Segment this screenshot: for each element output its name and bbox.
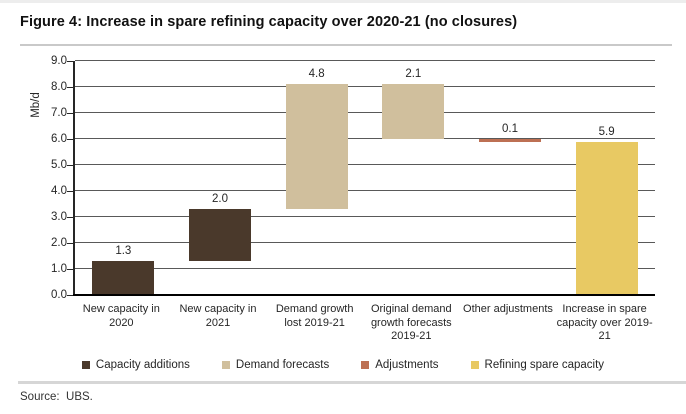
y-axis-tick xyxy=(67,164,73,166)
x-axis-category-label: New capacity in 2021 xyxy=(179,303,257,329)
y-axis-tick-label: 0.0 xyxy=(51,289,67,301)
footer-divider xyxy=(18,381,686,384)
x-axis-labels: New capacity in 2020 New capacity in 2021… xyxy=(73,303,653,344)
title-divider xyxy=(20,44,672,46)
bar-demand_forecasts xyxy=(285,84,348,210)
bar-value-label: 2.1 xyxy=(405,68,422,81)
y-axis-tick-label: 9.0 xyxy=(51,55,67,67)
bar-refining_spare_capacity xyxy=(575,141,638,295)
y-axis-tick-label: 4.0 xyxy=(51,185,67,198)
y-axis-tick xyxy=(67,112,73,114)
bar-demand_forecasts xyxy=(382,84,445,140)
x-axis-category-label: Other adjustments xyxy=(463,303,553,315)
y-axis-tick-label: 8.0 xyxy=(51,81,67,94)
gridline xyxy=(75,112,655,113)
waterfall-chart: Mb/d 0.0 1.0 2.0 3.0 4.0 5.0 6.0 7.0 8.0 9.0 1.3 2.… xyxy=(0,51,686,351)
legend-swatch-demand_forecasts xyxy=(221,361,230,369)
y-axis-tick-label: 2.0 xyxy=(51,237,67,250)
legend-item: Adjustments xyxy=(361,359,439,371)
legend-item: Capacity additions xyxy=(81,359,190,371)
bar-value-label: 5.9 xyxy=(598,125,615,138)
bar-value-label: 0.1 xyxy=(502,123,518,136)
legend-label: Adjustments xyxy=(375,359,439,371)
bar-adjustments xyxy=(479,139,541,142)
x-axis-category-label: Original demand growth forecasts 2019-21 xyxy=(370,303,452,342)
gridline xyxy=(75,60,655,61)
x-axis-category-label: Increase in spare capacity over 2019-21 xyxy=(556,303,653,342)
gridline xyxy=(75,164,655,165)
figure-title: Figure 4: Increase in spare refining cap… xyxy=(20,14,518,30)
legend-item: Refining spare capacity xyxy=(470,359,605,371)
y-axis-tick xyxy=(67,60,73,62)
plot-area: 0.0 1.0 2.0 3.0 4.0 5.0 6.0 7.0 8.0 9.0 1.3 2.0 4.8 2… xyxy=(51,55,655,301)
legend-label: Demand forecasts xyxy=(235,359,330,371)
bar-value-label: 2.0 xyxy=(212,193,228,206)
bar-value-label: 1.3 xyxy=(115,245,132,258)
y-axis-tick xyxy=(67,86,73,88)
y-axis-tick xyxy=(67,268,73,270)
x-axis-category-label: New capacity in 2020 xyxy=(82,303,160,329)
bar-capacity_additions xyxy=(92,261,155,295)
source-note: Source: UBS. xyxy=(20,391,93,403)
legend-label: Refining spare capacity xyxy=(484,359,605,371)
bar-capacity_additions xyxy=(189,209,251,262)
y-axis-tick-label: 6.0 xyxy=(51,133,67,146)
legend-swatch-capacity_additions xyxy=(81,361,90,369)
gridline xyxy=(75,242,655,243)
gridline xyxy=(75,138,655,140)
y-axis-tick xyxy=(67,294,73,296)
legend: Capacity additions Demand forecasts Adjust… xyxy=(0,359,686,371)
gridline xyxy=(75,216,655,218)
x-axis-line xyxy=(73,293,655,296)
legend-item: Demand forecasts xyxy=(221,359,330,371)
x-axis-category-label: Demand growth lost 2019-21 xyxy=(275,303,354,329)
y-axis-tick-label: 5.0 xyxy=(51,159,67,171)
y-axis-tick xyxy=(67,216,73,218)
y-axis-tick-label: 7.0 xyxy=(51,107,67,119)
legend-label: Capacity additions xyxy=(95,359,190,371)
gridline xyxy=(75,190,655,191)
y-axis-tick xyxy=(67,190,73,192)
y-axis-tick xyxy=(67,138,73,140)
gridline xyxy=(75,268,655,269)
legend-swatch-refining_spare_capacity xyxy=(470,361,479,369)
y-axis-tick-label: 1.0 xyxy=(51,263,67,276)
legend-swatch-adjustments xyxy=(361,361,370,369)
y-axis-tick-label: 3.0 xyxy=(51,211,67,224)
bar-value-label: 4.8 xyxy=(308,68,325,81)
y-axis-tick xyxy=(67,242,73,244)
gridline xyxy=(75,86,655,87)
